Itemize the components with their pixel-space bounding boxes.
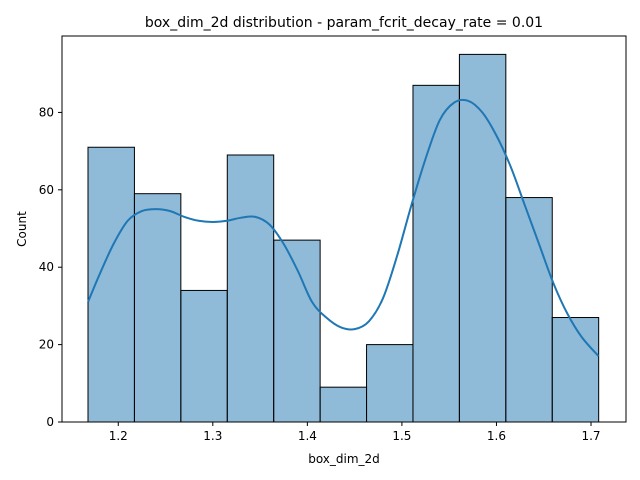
bars-layer <box>87 53 600 423</box>
histogram-bar-9 <box>458 53 507 423</box>
histogram-bar-10 <box>505 197 553 423</box>
histogram-bar-11 <box>551 317 600 423</box>
x-tick-label: 1.7 <box>581 429 600 443</box>
y-tick-label: 20 <box>39 338 54 352</box>
x-tick-label: 1.3 <box>203 429 222 443</box>
chart-title: box_dim_2d distribution - param_fcrit_de… <box>145 15 543 31</box>
plot-frame <box>61 35 627 423</box>
histogram-bar-2 <box>133 193 182 423</box>
histogram-bar-4 <box>226 154 275 423</box>
histogram-bar-3 <box>180 289 228 423</box>
kde-curve <box>87 98 600 357</box>
histogram-bar-6 <box>319 386 368 423</box>
x-tick-label: 1.5 <box>392 429 411 443</box>
axes-layer: 1.2 1.3 1.4 1.5 1.6 1.7 0 20 40 60 80 <box>39 35 627 443</box>
kde-layer <box>87 98 600 357</box>
x-tick-label: 1.4 <box>298 429 317 443</box>
x-tick-label: 1.6 <box>487 429 506 443</box>
y-tick-label: 60 <box>39 183 54 197</box>
y-axis-label: Count <box>15 211 29 247</box>
histogram-bar-8 <box>412 84 460 423</box>
y-tick-label: 40 <box>39 260 54 274</box>
x-tick-label: 1.2 <box>109 429 128 443</box>
y-tick-label: 0 <box>46 415 54 429</box>
histogram-bar-7 <box>366 344 414 423</box>
y-tick-label: 80 <box>39 105 54 119</box>
x-axis-label: box_dim_2d <box>308 452 380 466</box>
